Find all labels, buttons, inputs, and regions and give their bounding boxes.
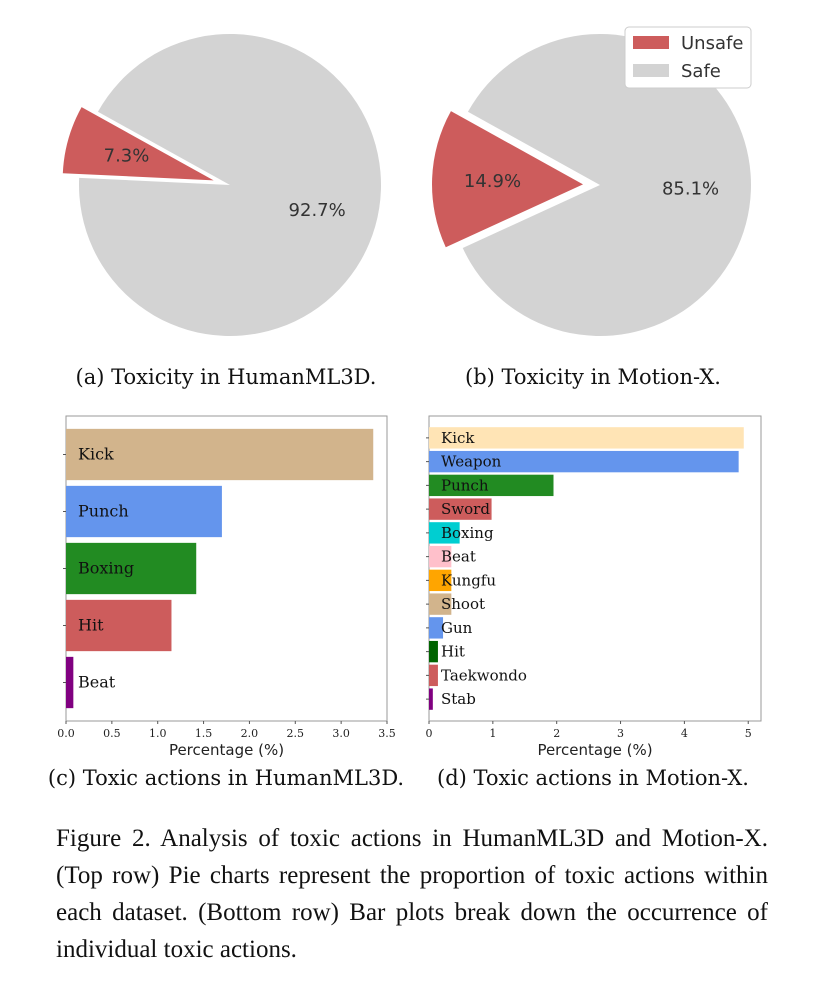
bar-gun bbox=[429, 617, 444, 639]
x-tick-label: 1 bbox=[489, 727, 496, 740]
bar-punch bbox=[66, 485, 222, 538]
subcaption-d: (d) Toxic actions in Motion-X. bbox=[437, 766, 749, 790]
bar-label-punch: Punch bbox=[78, 502, 129, 521]
bar-weapon bbox=[429, 450, 739, 473]
bar-label-weapon: Weapon bbox=[441, 453, 502, 471]
bar-beat bbox=[429, 545, 452, 568]
bar-hit bbox=[66, 599, 172, 652]
bar-stab bbox=[429, 688, 433, 710]
x-tick-label: 3.5 bbox=[378, 727, 396, 740]
legend-label-safe: Safe bbox=[681, 61, 721, 82]
x-tick-label: 0 bbox=[426, 727, 433, 740]
pie-chart-motionx: 14.9% 85.1% bbox=[432, 34, 751, 337]
bar-shoot bbox=[429, 593, 452, 615]
pie-slice-safe bbox=[79, 33, 381, 337]
x-axis-label: Percentage (%) bbox=[537, 741, 652, 759]
pie-label-unsafe: 14.9% bbox=[464, 171, 521, 192]
pie-label-safe: 85.1% bbox=[662, 178, 719, 199]
pie-label-safe: 92.7% bbox=[289, 200, 346, 221]
bar-label-shoot: Shoot bbox=[441, 595, 485, 613]
bar-label-taekwondo: Taekwondo bbox=[441, 666, 527, 684]
legend-swatch-safe bbox=[633, 64, 669, 77]
bar-chart-motionx: Kick Weapon Punch Sword Boxing Beat Kungfu Shoo… bbox=[426, 415, 762, 759]
bar-taekwondo bbox=[429, 664, 438, 687]
bar-kick bbox=[429, 427, 744, 449]
bar-kungfu bbox=[429, 569, 452, 592]
bar-label-punch: Punch bbox=[441, 476, 489, 494]
x-tick-label: 2.5 bbox=[287, 727, 305, 740]
x-tick-label: 2.0 bbox=[241, 727, 259, 740]
bar-label-kick: Kick bbox=[441, 429, 475, 447]
subcaption-c: (c) Toxic actions in HumanML3D. bbox=[48, 766, 404, 790]
pie-slice-unsafe bbox=[62, 107, 214, 181]
bar-hit bbox=[429, 640, 438, 663]
bar-label-boxing: Boxing bbox=[78, 559, 134, 578]
legend-swatch-unsafe bbox=[633, 36, 669, 49]
subcaption-b: (b) Toxicity in Motion-X. bbox=[465, 365, 721, 389]
x-tick-label: 0.0 bbox=[57, 727, 75, 740]
bar-label-hit: Hit bbox=[441, 643, 465, 661]
pie-slice-unsafe bbox=[432, 111, 584, 248]
x-tick-label: 3.0 bbox=[332, 727, 350, 740]
bar-label-kungfu: Kungfu bbox=[441, 571, 496, 589]
bar-beat bbox=[66, 656, 74, 709]
x-tick-label: 5 bbox=[745, 727, 752, 740]
bar-label-sword: Sword bbox=[441, 500, 490, 518]
bar-kick bbox=[66, 428, 374, 481]
x-tick-label: 3 bbox=[617, 727, 624, 740]
x-tick-label: 0.5 bbox=[103, 727, 121, 740]
legend-label-unsafe: Unsafe bbox=[681, 33, 743, 54]
pie-legend: Unsafe Safe bbox=[624, 26, 752, 89]
bar-boxing bbox=[429, 522, 460, 544]
x-tick-label: 4 bbox=[681, 727, 688, 740]
x-tick-label: 2 bbox=[553, 727, 560, 740]
x-tick-label: 1.5 bbox=[195, 727, 213, 740]
bar-chart-humanml3d: Kick Punch Boxing Hit Beat 0.0 0.5 1.0 1.5 2.0 2.5… bbox=[57, 415, 396, 759]
bar-label-beat: Beat bbox=[441, 548, 476, 566]
pie-slice-safe bbox=[462, 34, 751, 337]
bar-label-kick: Kick bbox=[78, 445, 114, 464]
bar-label-beat: Beat bbox=[78, 673, 116, 692]
bar-label-hit: Hit bbox=[78, 616, 104, 635]
bar-punch bbox=[429, 474, 554, 497]
bar-boxing bbox=[66, 542, 197, 595]
figure-caption: Figure 2. Analysis of toxic actions in H… bbox=[56, 825, 768, 963]
pie-chart-humanml3d: 7.3% 92.7% bbox=[62, 33, 381, 337]
bar-label-boxing: Boxing bbox=[441, 524, 494, 542]
x-tick-label: 1.0 bbox=[149, 727, 167, 740]
x-axis-label: Percentage (%) bbox=[169, 741, 284, 759]
pie-label-unsafe: 7.3% bbox=[104, 146, 150, 167]
bar-sword bbox=[429, 498, 492, 520]
subcaption-a: (a) Toxicity in HumanML3D. bbox=[76, 365, 377, 389]
bar-label-stab: Stab bbox=[441, 690, 476, 708]
bar-label-gun: Gun bbox=[441, 619, 473, 637]
